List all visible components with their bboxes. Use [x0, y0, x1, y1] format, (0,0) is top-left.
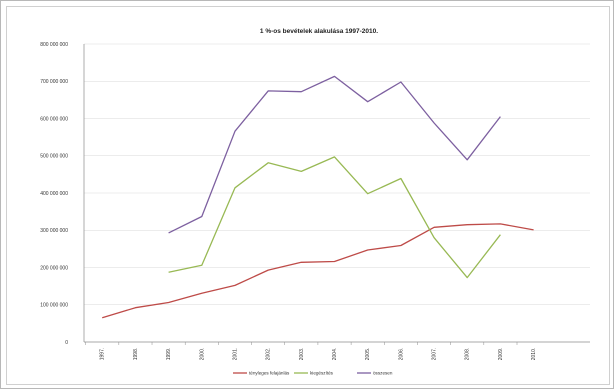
- y-tick-label: 800 000 000: [40, 42, 68, 48]
- series-line-2: [168, 156, 501, 279]
- x-tick-label: 2010.: [531, 348, 537, 361]
- legend-label: kiegészítés: [310, 371, 334, 376]
- x-tick-label: 2004.: [332, 348, 338, 361]
- series-line-1: [102, 223, 534, 319]
- x-tick-label: 2005.: [365, 348, 371, 361]
- x-tick-label: 2003.: [299, 348, 305, 361]
- x-tick-label: 2006.: [398, 348, 404, 361]
- x-tick-label: 2000.: [199, 348, 205, 361]
- x-tick-label: 1998.: [133, 348, 139, 361]
- x-tick-label: 1997.: [100, 348, 106, 361]
- series-lines: [102, 75, 534, 319]
- y-tick-label: 600 000 000: [40, 116, 68, 122]
- legend-label: összesen: [373, 371, 393, 376]
- chart-title: 1 %-os bevételek alakulása 1997-2010.: [260, 28, 378, 35]
- y-tick-label: 700 000 000: [40, 79, 68, 85]
- legend: tényleges felajánlás kiegészítés összesen: [233, 371, 393, 376]
- legend-label: tényleges felajánlás: [249, 371, 290, 376]
- y-tick-label: 200 000 000: [40, 265, 68, 271]
- y-tick-label: 300 000 000: [40, 228, 68, 234]
- x-tick-label: 2001.: [232, 348, 238, 361]
- chart-area: [6, 6, 610, 385]
- y-axis-tick-labels: 0 100 000 000 200 000 000 300 000 000 400 00…: [40, 42, 68, 346]
- y-tick-label: 400 000 000: [40, 191, 68, 197]
- x-tick-label: 1999.: [166, 348, 172, 361]
- y-tick-label: 100 000 000: [40, 303, 68, 309]
- y-tick-label: 500 000 000: [40, 154, 68, 160]
- x-axis-tick-labels: 1997. 1998. 1999. 2000. 2001. 2002. 2003. 2004.…: [100, 348, 537, 361]
- x-tick-label: 2007.: [432, 348, 438, 361]
- x-tick-label: 2002.: [266, 348, 272, 361]
- x-tick-label: 2009.: [498, 348, 504, 361]
- x-tick-label: 2008.: [465, 348, 471, 361]
- y-tick-label: 0: [65, 340, 68, 346]
- gridlines: [84, 43, 590, 306]
- series-line-3: [168, 75, 501, 234]
- axes: [83, 44, 590, 345]
